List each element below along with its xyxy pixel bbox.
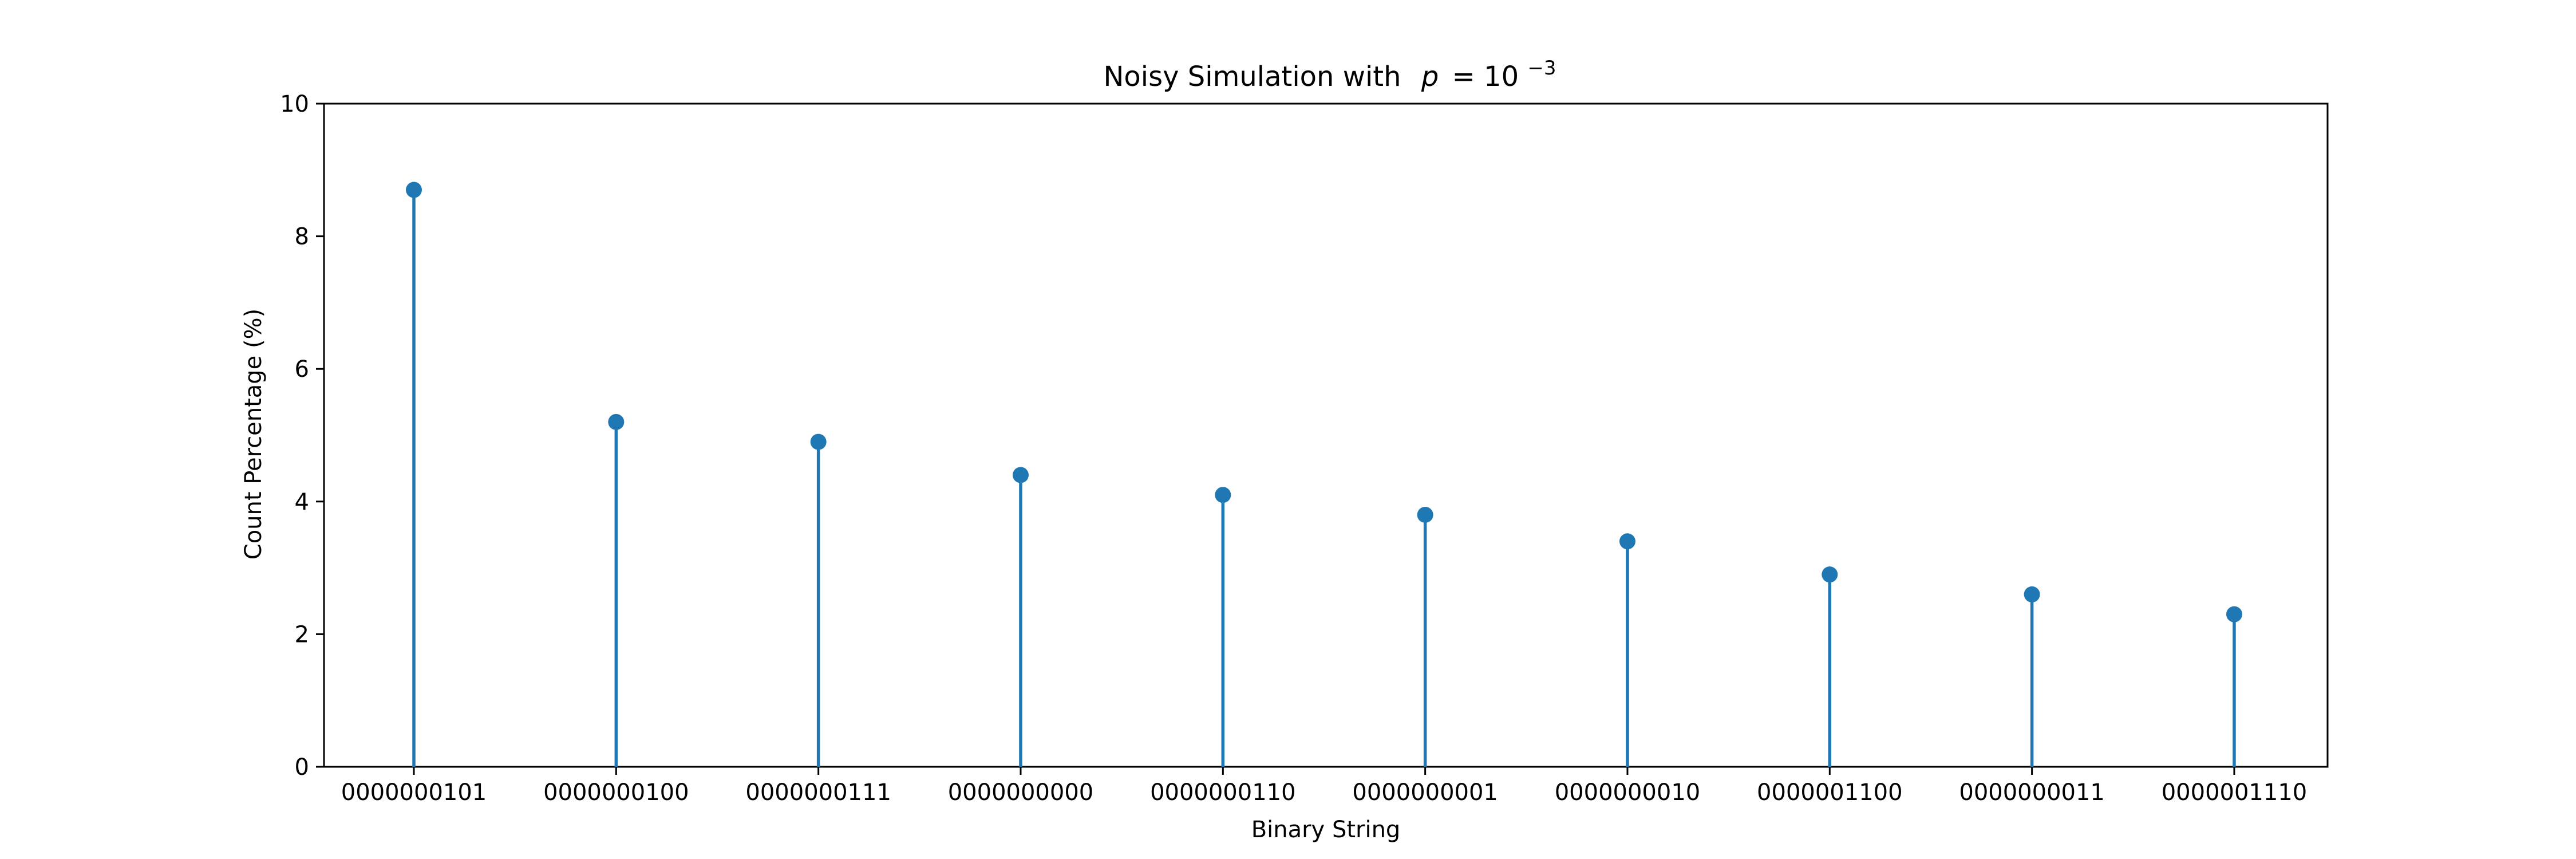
stem-marker (1012, 467, 1029, 483)
stem-marker (1822, 566, 1838, 583)
y-tick-label: 4 (295, 489, 309, 515)
y-tick-label: 0 (295, 754, 309, 781)
axes-layer: 0 2 4 6 8 10 0000000101 0000000100 0000000111 000… (280, 91, 2329, 806)
y-tick-label: 2 (295, 621, 309, 648)
x-tick-label: 0000000111 (745, 779, 891, 806)
x-tick-label: 0000000010 (1555, 779, 1701, 806)
x-tick-label: 0000001100 (1757, 779, 1903, 806)
chart-title-exponent: −3 (1527, 57, 1556, 80)
x-axis-label: Binary String (1251, 817, 1401, 843)
y-tick-label: 6 (295, 356, 309, 383)
x-tick-label: 0000000100 (543, 779, 689, 806)
label-layer: Binary String Count Percentage (%) (240, 309, 1400, 843)
chart-title: Noisy Simulation with p = 10 −3 (1103, 57, 1556, 93)
chart-title-equals: = 10 (1452, 61, 1519, 93)
plot-frame (323, 103, 2329, 768)
chart-title-text: Noisy Simulation with p = 10 −3 (1103, 57, 1556, 93)
x-tick-label: 0000000011 (1959, 779, 2105, 806)
chart-title-var: p (1421, 61, 1439, 93)
y-axis-label: Count Percentage (%) (240, 309, 267, 559)
stem-marker (406, 182, 422, 198)
stem-marker (2226, 606, 2242, 622)
stem-marker (810, 434, 827, 450)
chart-title-prefix: Noisy Simulation with (1103, 61, 1401, 93)
y-tick-label: 10 (280, 91, 309, 117)
stem-marker (608, 413, 625, 430)
x-tick-label: 0000000000 (948, 779, 1094, 806)
data-layer (406, 182, 2242, 767)
x-tick-label: 0000000110 (1150, 779, 1296, 806)
stem-marker (2024, 586, 2040, 602)
stem-marker (1417, 506, 1433, 523)
y-tick-label: 8 (295, 224, 309, 250)
stem-marker (1619, 533, 1635, 550)
stem-marker (1215, 487, 1231, 503)
x-tick-label: 0000000101 (341, 779, 487, 806)
x-tick-label: 0000001110 (2162, 779, 2308, 806)
x-tick-label: 0000000001 (1352, 779, 1498, 806)
